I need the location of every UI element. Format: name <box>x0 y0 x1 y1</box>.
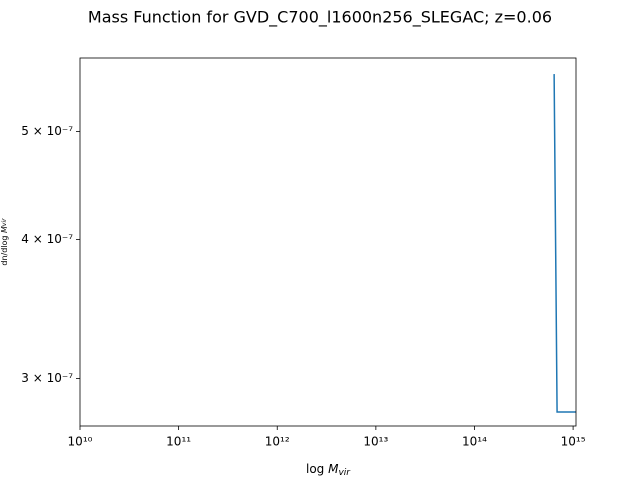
y-tick-label: 3 × 10⁻⁷ <box>21 371 73 385</box>
x-tick-label: 10¹⁰ <box>68 435 93 449</box>
x-tick-label: 10¹⁵ <box>561 435 586 449</box>
y-tick-label: 4 × 10⁻⁷ <box>21 232 73 246</box>
y-label-prefix: dn/dlog <box>0 233 9 266</box>
y-tick-label: 5 × 10⁻⁷ <box>21 124 73 138</box>
x-label-subscript: vir <box>338 468 351 478</box>
y-label-symbol: M <box>0 226 9 233</box>
x-tick-label: 10¹³ <box>363 435 388 449</box>
x-axis-label: log Mvir <box>306 462 351 478</box>
x-label-symbol: M <box>328 462 339 476</box>
y-label-subscript: vir <box>1 218 8 226</box>
x-label-prefix: log <box>306 462 328 476</box>
y-axis-label: dn/dlog Mvir <box>0 218 9 266</box>
x-tick-label: 10¹¹ <box>166 435 191 449</box>
chart-title: Mass Function for GVD_C700_l1600n256_SLE… <box>88 8 552 28</box>
x-tick-label: 10¹² <box>265 435 290 449</box>
x-tick-label: 10¹⁴ <box>462 435 487 449</box>
plot-frame <box>79 57 577 427</box>
line-series <box>553 74 576 413</box>
